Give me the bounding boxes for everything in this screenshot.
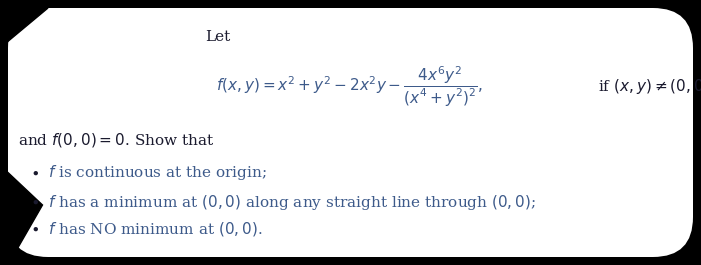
Text: and $f(0, 0) = 0$. Show that: and $f(0, 0) = 0$. Show that xyxy=(18,131,215,149)
FancyBboxPatch shape xyxy=(8,8,693,257)
Text: $f(x, y) = x^2 + y^2 - 2x^2y - \dfrac{4x^6y^2}{(x^4 + y^2)^2},$: $f(x, y) = x^2 + y^2 - 2x^2y - \dfrac{4x… xyxy=(217,65,484,109)
Text: $f$ is continuous at the origin;: $f$ is continuous at the origin; xyxy=(48,164,267,183)
Text: $\bullet$: $\bullet$ xyxy=(30,222,39,236)
Text: $f$ has a minimum at $(0, 0)$ along any straight line through $(0, 0)$;: $f$ has a minimum at $(0, 0)$ along any … xyxy=(48,192,536,211)
Polygon shape xyxy=(0,0,8,173)
Polygon shape xyxy=(0,257,8,265)
Polygon shape xyxy=(693,0,701,8)
Text: $\bullet$: $\bullet$ xyxy=(30,195,39,209)
Text: $\bullet$: $\bullet$ xyxy=(30,166,39,180)
Text: Let: Let xyxy=(205,30,230,44)
Polygon shape xyxy=(0,0,48,48)
Polygon shape xyxy=(693,257,701,265)
Text: if $(x, y) \neq (0, 0),$: if $(x, y) \neq (0, 0),$ xyxy=(598,77,701,96)
Polygon shape xyxy=(0,165,43,265)
Text: $f$ has NO minimum at $(0, 0)$.: $f$ has NO minimum at $(0, 0)$. xyxy=(48,220,263,238)
